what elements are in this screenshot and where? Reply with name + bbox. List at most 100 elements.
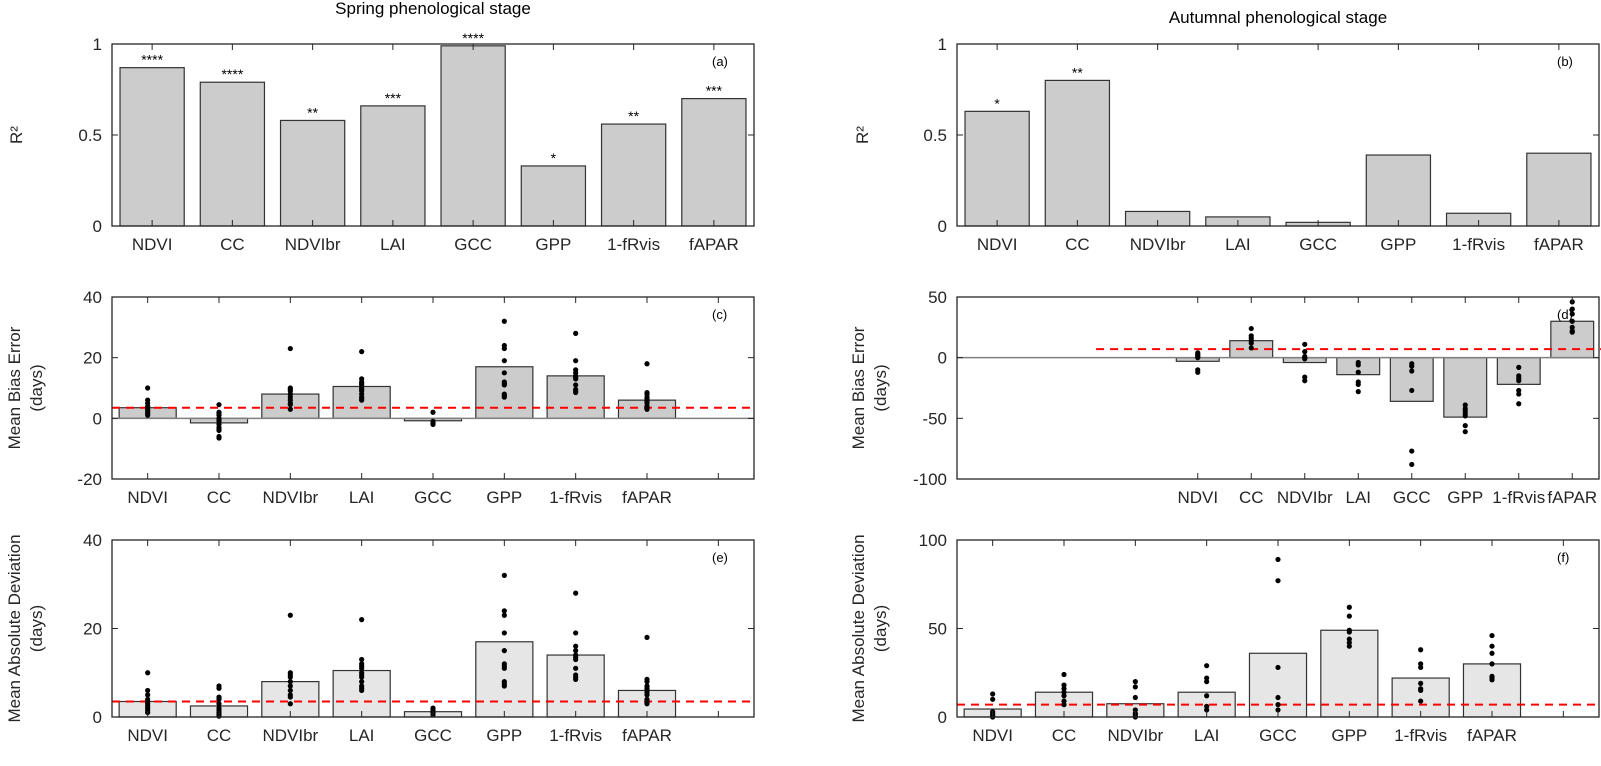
data-point — [644, 361, 650, 367]
panel-tag: (f) — [1557, 550, 1569, 565]
y-axis-label: R² — [853, 126, 872, 144]
data-point — [1248, 345, 1254, 351]
significance-label: * — [551, 150, 557, 166]
bar-gpp — [1365, 154, 1432, 227]
data-point — [1061, 671, 1067, 678]
data-point — [1462, 413, 1468, 419]
data-point — [501, 648, 507, 654]
data-point — [573, 382, 579, 388]
data-point — [287, 701, 293, 707]
bar-1-frvis — [600, 123, 667, 227]
data-point — [1489, 661, 1495, 667]
x-tick-label: NDVIbr — [262, 488, 318, 507]
panel-tag: (a) — [712, 54, 728, 69]
y-tick-label: -20 — [77, 470, 102, 489]
data-point — [359, 665, 365, 671]
x-tick-label: 1-fRvis — [1492, 488, 1545, 507]
data-point — [216, 427, 222, 434]
data-point — [1516, 378, 1522, 384]
y-tick-label: 0 — [93, 217, 102, 236]
panels: ***********************NDVI CC NDVIbr LAI GC… — [5, 30, 1601, 745]
data-point — [359, 679, 365, 685]
panel-e: NDVI CC NDVIbr LAI GCC GPP 1-fRvis fAPAR 0 20 40 Me… — [5, 531, 755, 745]
bar-lai — [360, 105, 426, 227]
x-tick-label: NDVIbr — [262, 726, 318, 745]
y-tick-label: 0 — [938, 217, 947, 236]
data-point — [1302, 349, 1308, 355]
x-tick-label: NDVI — [127, 726, 168, 745]
data-point — [1195, 369, 1201, 375]
data-point — [1204, 679, 1210, 685]
data-point — [287, 674, 293, 680]
bar-ndvi — [119, 67, 185, 227]
x-tick-label: LAI — [380, 235, 406, 254]
data-point — [1418, 680, 1424, 686]
data-point — [359, 349, 365, 355]
significance-label: ** — [307, 104, 318, 120]
x-tick-label: LAI — [349, 726, 375, 745]
data-point — [1569, 329, 1575, 335]
data-point — [1302, 356, 1308, 362]
data-point — [573, 376, 579, 382]
significance-label: ** — [628, 108, 639, 124]
data-point — [1346, 613, 1352, 619]
panel-tag: (d) — [1557, 307, 1573, 322]
data-point — [359, 617, 365, 623]
x-tick-label: GPP — [1380, 235, 1416, 254]
data-point — [1355, 381, 1361, 387]
data-point — [1418, 698, 1424, 704]
data-point — [1195, 355, 1201, 361]
data-point — [430, 409, 436, 415]
data-point — [501, 612, 507, 618]
y-axis-label: (days) — [871, 364, 890, 411]
y-tick-label: 40 — [83, 288, 102, 307]
data-point — [1409, 461, 1415, 468]
data-point — [1489, 643, 1495, 649]
data-point — [501, 665, 507, 671]
axes-box — [111, 296, 755, 480]
data-point — [287, 406, 293, 412]
x-tick-label: CC — [1239, 488, 1264, 507]
y-tick-label: 0 — [938, 708, 947, 727]
y-tick-label: 40 — [83, 531, 102, 550]
y-tick-label: -50 — [922, 409, 947, 428]
data-point — [145, 670, 151, 676]
y-tick-label: 0 — [93, 708, 102, 727]
bar-gpp — [520, 165, 587, 227]
data-point — [1275, 556, 1281, 563]
x-tick-label: CC — [220, 235, 245, 254]
data-point — [1418, 687, 1424, 694]
data-point — [1204, 693, 1210, 699]
data-point — [501, 358, 507, 364]
x-tick-label: GCC — [454, 235, 492, 254]
column-title-autumn: Autumnal phenological stage — [1169, 8, 1387, 27]
x-tick-label: LAI — [1194, 726, 1220, 745]
data-point — [1275, 707, 1281, 713]
x-tick-label: NDVI — [1177, 488, 1218, 507]
x-tick-label: fAPAR — [1547, 488, 1597, 507]
x-tick-label: NDVI — [127, 488, 168, 507]
data-point — [287, 694, 293, 700]
data-point — [1248, 340, 1254, 346]
data-point — [501, 630, 507, 636]
data-point — [501, 345, 507, 352]
y-tick-label: 100 — [919, 531, 947, 550]
bar-cc — [1044, 79, 1111, 227]
x-tick-label: NDVI — [972, 726, 1013, 745]
data-point — [145, 385, 151, 391]
data-point — [216, 696, 222, 702]
data-point — [1355, 369, 1361, 375]
data-point — [501, 608, 507, 614]
data-point — [145, 412, 151, 418]
data-point — [1275, 664, 1281, 671]
x-tick-label: GCC — [1393, 488, 1431, 507]
data-point — [216, 685, 222, 691]
data-point — [216, 701, 222, 707]
y-axis-label: Mean Absolute Deviation — [849, 534, 868, 722]
data-point — [573, 665, 579, 671]
data-point — [990, 696, 996, 702]
data-point — [1302, 374, 1308, 380]
panel-f: NDVI CC NDVIbr LAI GCC GPP 1-fRvis fAPAR 0 50 100 M… — [849, 531, 1600, 745]
x-tick-label: 1-fRvis — [607, 235, 660, 254]
